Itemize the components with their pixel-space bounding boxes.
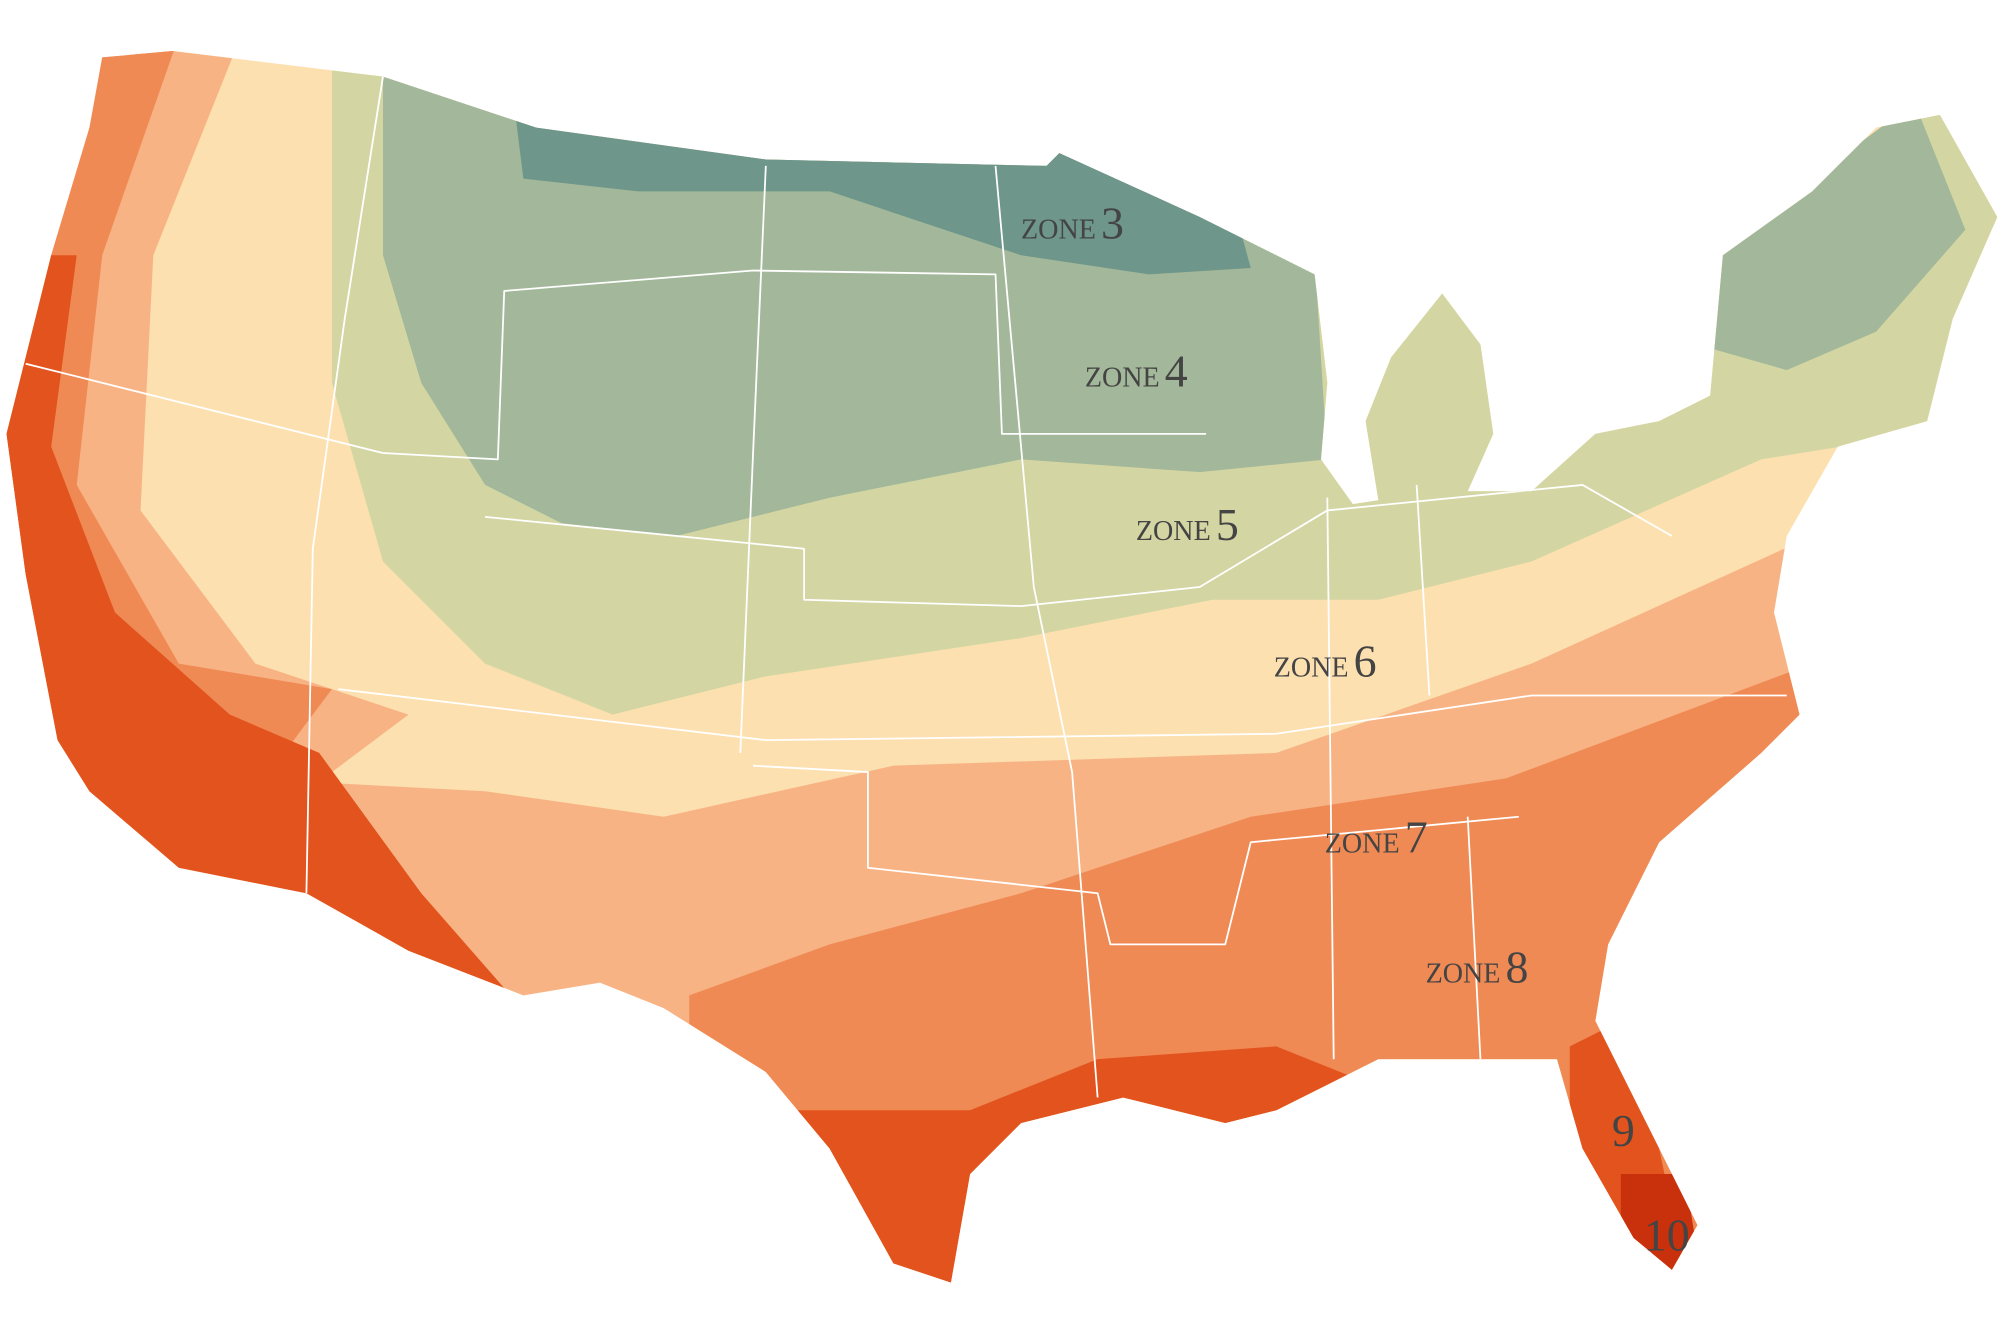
zone-label: 9 [1612,1105,1635,1156]
zone-label: 10 [1644,1210,1690,1261]
zone-9-west [6,255,511,996]
zone-label: ZONE 7 [1325,811,1428,862]
zone-label: ZONE 3 [1021,198,1124,249]
zone-label: ZONE 6 [1274,635,1377,686]
zone-label: ZONE 4 [1085,346,1188,397]
state-lines [25,76,1787,1098]
zone-10-florida [1620,1174,1711,1283]
zone-label: ZONE 8 [1426,942,1529,993]
zone-label: ZONE 5 [1136,499,1239,550]
zone-4-band-ne [1697,102,1966,371]
